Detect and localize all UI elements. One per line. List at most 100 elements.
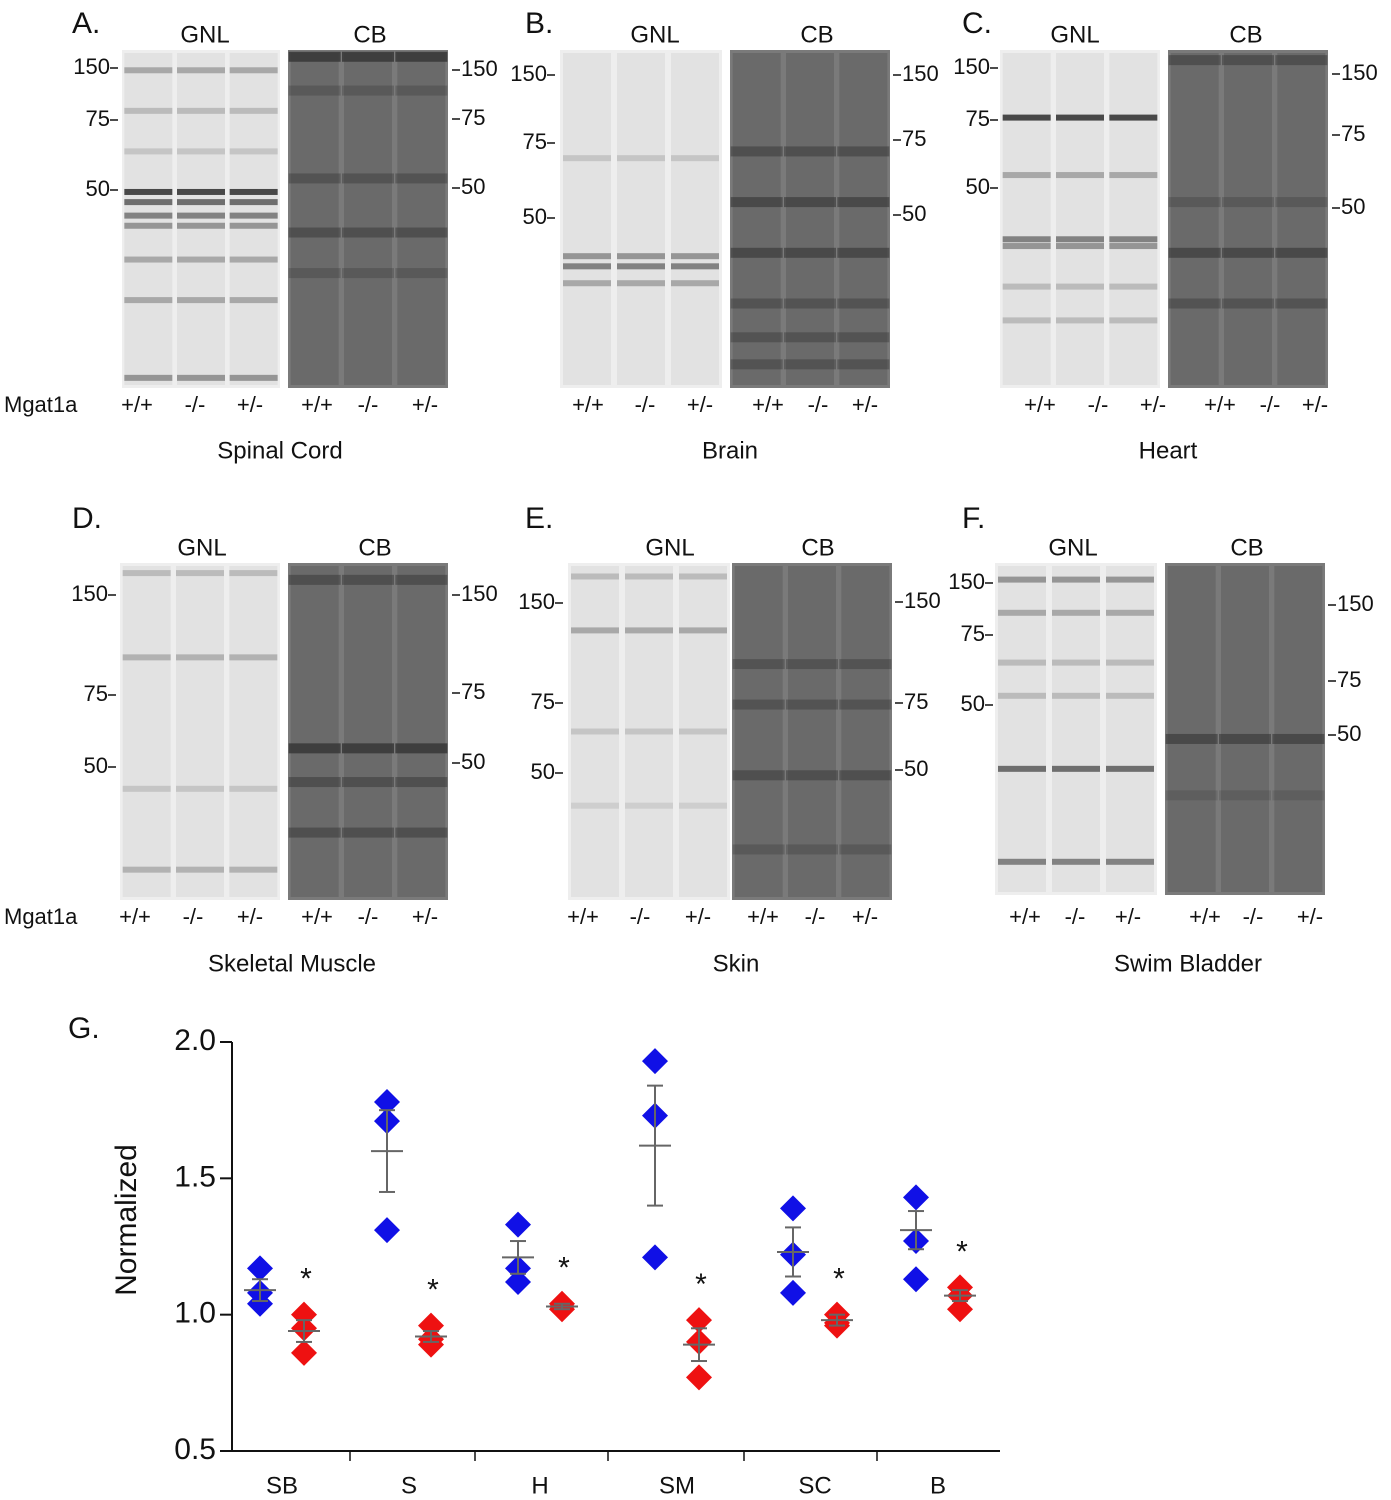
lane bbox=[617, 53, 665, 385]
band bbox=[122, 654, 171, 661]
band bbox=[229, 67, 278, 74]
marker-label: 50 bbox=[461, 174, 485, 199]
band bbox=[617, 280, 665, 287]
band bbox=[124, 222, 173, 229]
marker-label: 50 bbox=[523, 204, 547, 229]
band bbox=[1106, 659, 1154, 666]
band bbox=[1275, 197, 1328, 208]
band bbox=[229, 222, 278, 229]
band bbox=[571, 802, 619, 809]
data-point bbox=[642, 1244, 668, 1271]
band bbox=[1272, 733, 1325, 744]
genotype-label: +/- bbox=[412, 392, 438, 417]
band bbox=[563, 253, 611, 260]
band bbox=[837, 247, 890, 258]
band bbox=[1052, 576, 1100, 583]
band bbox=[124, 148, 173, 155]
marker-label: 150 bbox=[902, 61, 939, 86]
marker-label: 50 bbox=[966, 174, 990, 199]
significance-star: * bbox=[300, 1263, 312, 1296]
cb-heading: CB bbox=[1229, 21, 1262, 48]
marker-label: 150 bbox=[948, 569, 985, 594]
lane bbox=[1002, 53, 1051, 385]
band bbox=[177, 188, 225, 195]
band bbox=[1222, 298, 1274, 309]
blot-panel: B. GNL CB 150 75 50 150 75 50 +/+ -/- +/- +/+ -/- +/- B… bbox=[510, 7, 938, 464]
band bbox=[395, 777, 448, 788]
band bbox=[124, 188, 173, 195]
lane bbox=[571, 566, 619, 897]
band bbox=[1275, 298, 1328, 309]
genotype-label: +/- bbox=[687, 392, 713, 417]
band bbox=[837, 298, 890, 309]
band bbox=[998, 765, 1046, 772]
band bbox=[395, 51, 448, 62]
band bbox=[342, 827, 394, 838]
band bbox=[124, 199, 173, 206]
genotype-label: -/- bbox=[1088, 392, 1109, 417]
tissue-label: Brain bbox=[702, 437, 758, 464]
genotype-label: -/- bbox=[808, 392, 829, 417]
band bbox=[1002, 172, 1051, 179]
marker-label: 75 bbox=[1341, 121, 1365, 146]
band bbox=[288, 574, 341, 585]
genotype-label: +/- bbox=[412, 904, 438, 929]
genotype-label: +/- bbox=[1302, 392, 1328, 417]
lane bbox=[841, 566, 890, 897]
band bbox=[288, 827, 341, 838]
genotype-label: +/+ bbox=[301, 904, 333, 929]
genotype-label: -/- bbox=[185, 392, 206, 417]
marker-label: 50 bbox=[461, 749, 485, 774]
marker-label: 75 bbox=[966, 106, 990, 131]
marker-label: 150 bbox=[904, 588, 941, 613]
cb-heading: CB bbox=[801, 534, 834, 561]
genotype-label: +/+ bbox=[1204, 392, 1236, 417]
genotype-label: +/+ bbox=[1189, 904, 1221, 929]
band bbox=[342, 51, 394, 62]
band bbox=[1168, 55, 1221, 66]
band bbox=[730, 197, 783, 208]
band bbox=[342, 173, 394, 184]
lane bbox=[1106, 566, 1154, 892]
band bbox=[784, 247, 836, 258]
lane bbox=[124, 53, 173, 385]
band bbox=[1219, 733, 1271, 744]
y-axis-title: Normalized bbox=[110, 1144, 143, 1296]
lane bbox=[671, 53, 719, 385]
band bbox=[176, 570, 224, 577]
tissue-label: Heart bbox=[1139, 437, 1198, 464]
lane bbox=[229, 566, 278, 897]
band bbox=[1056, 243, 1104, 250]
band bbox=[342, 574, 394, 585]
x-tick-label: SM bbox=[659, 1472, 695, 1499]
band bbox=[395, 173, 448, 184]
lane bbox=[1052, 566, 1100, 892]
genotype-label: -/- bbox=[183, 904, 204, 929]
x-tick-label: B bbox=[930, 1472, 946, 1499]
band bbox=[1109, 243, 1158, 250]
marker-label: 150 bbox=[71, 581, 108, 606]
band bbox=[1165, 790, 1218, 801]
band bbox=[1219, 790, 1271, 801]
lane bbox=[177, 53, 225, 385]
band bbox=[124, 212, 173, 219]
genotype-label: -/- bbox=[358, 904, 379, 929]
band bbox=[177, 107, 225, 114]
band bbox=[395, 227, 448, 238]
band bbox=[784, 332, 836, 343]
band bbox=[732, 659, 785, 670]
cb-heading: CB bbox=[353, 21, 386, 48]
gnl-heading: GNL bbox=[177, 534, 226, 561]
band bbox=[1056, 317, 1104, 324]
band bbox=[122, 866, 171, 873]
band bbox=[839, 770, 892, 781]
lane bbox=[788, 566, 836, 897]
band bbox=[1052, 659, 1100, 666]
marker-label: 50 bbox=[961, 691, 985, 716]
band bbox=[1002, 243, 1051, 250]
band bbox=[1168, 247, 1221, 258]
lane bbox=[839, 53, 888, 385]
band bbox=[617, 155, 665, 162]
lane bbox=[176, 566, 224, 897]
marker-label: 50 bbox=[904, 756, 928, 781]
